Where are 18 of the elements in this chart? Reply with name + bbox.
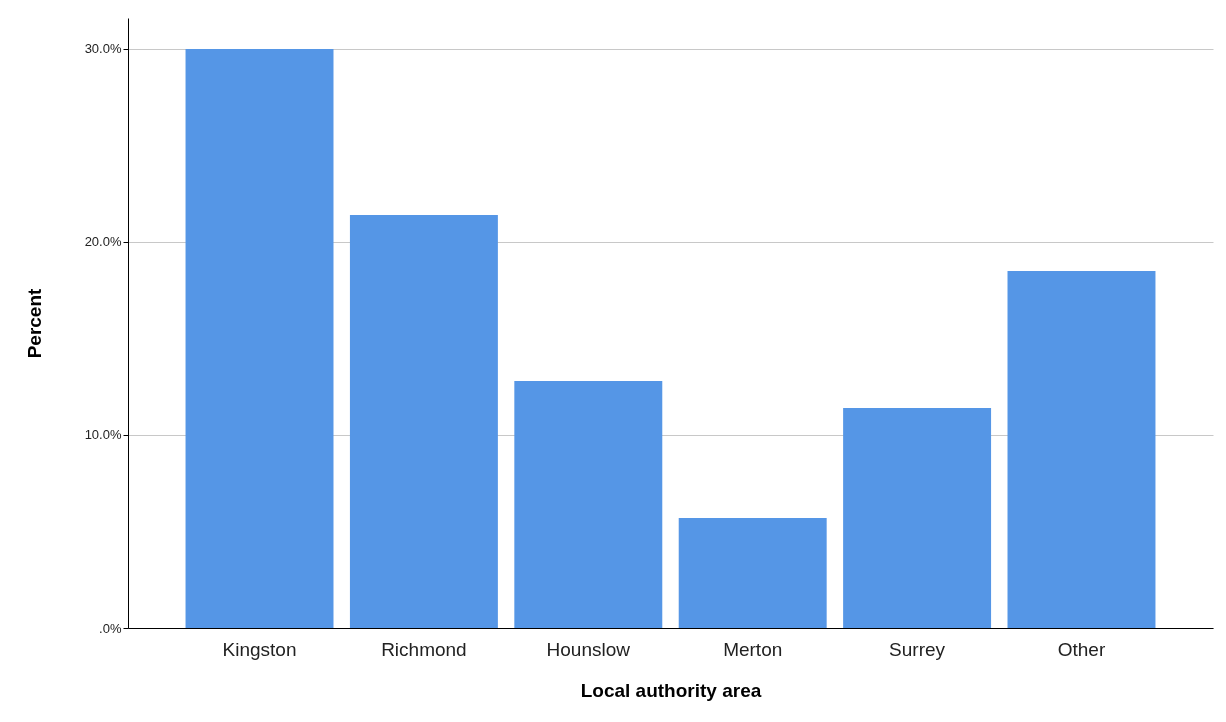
x-tick-label: Merton: [723, 638, 783, 660]
y-tick-label: .0%: [99, 620, 122, 636]
bar: [185, 48, 334, 628]
x-tick-label: Hounslow: [546, 638, 631, 660]
x-tick-label: Richmond: [381, 638, 467, 660]
y-tick-label: 20.0%: [84, 234, 122, 250]
bar: [349, 214, 498, 628]
bar: [1007, 270, 1156, 628]
bar: [843, 407, 992, 628]
bar: [514, 380, 663, 628]
bar: [678, 517, 827, 628]
y-tick-label: 30.0%: [84, 41, 122, 57]
y-tick-label: 10.0%: [84, 427, 122, 443]
x-tick-label: Other: [1057, 638, 1106, 660]
x-tick-label: Surrey: [889, 638, 946, 660]
y-axis-title: Percent: [23, 287, 45, 359]
x-tick-label: Kingston: [222, 638, 297, 660]
x-axis-title: Local authority area: [580, 679, 762, 701]
